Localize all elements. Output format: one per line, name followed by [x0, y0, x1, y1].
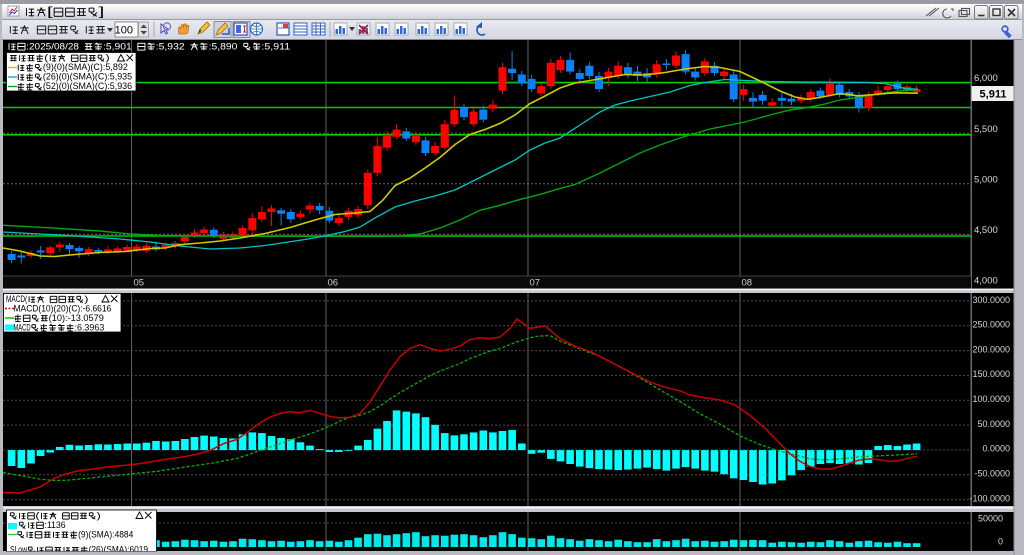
svg-text:(26)(SMA):6019: (26)(SMA):6019	[89, 545, 149, 555]
svg-text:150.0000: 150.0000	[972, 369, 1010, 379]
svg-text:(9)(SMA):4884: (9)(SMA):4884	[78, 529, 133, 539]
svg-text:(10):-13.0579: (10):-13.0579	[49, 313, 104, 323]
svg-text:): )	[106, 53, 110, 63]
svg-text:5,911: 5,911	[980, 89, 1007, 101]
svg-text:): )	[97, 510, 101, 520]
svg-text::5,890: :5,890	[209, 41, 238, 52]
svg-text:MACD(: MACD(	[6, 294, 27, 304]
svg-text:(: (	[44, 53, 48, 63]
svg-text:]: ]	[99, 6, 105, 18]
svg-text:50.0000: 50.0000	[977, 419, 1010, 429]
svg-text::6.3963: :6.3963	[75, 322, 105, 332]
svg-text:(26)(0)(SMA)(C):5,935: (26)(0)(SMA)(C):5,935	[43, 72, 132, 82]
svg-text:06: 06	[328, 278, 339, 289]
svg-text:300.0000: 300.0000	[972, 295, 1010, 305]
svg-text::5,932: :5,932	[156, 41, 185, 52]
svg-text:100.0000: 100.0000	[972, 394, 1010, 404]
svg-text:07: 07	[530, 278, 541, 289]
svg-text:4,500: 4,500	[974, 225, 998, 236]
svg-text:50000: 50000	[978, 514, 1003, 524]
svg-text:4,000: 4,000	[974, 276, 998, 287]
svg-text:MACD: MACD	[14, 322, 31, 332]
svg-text:0.0000: 0.0000	[982, 444, 1010, 454]
svg-text:05: 05	[134, 278, 145, 289]
svg-text:200.0000: 200.0000	[972, 344, 1010, 354]
svg-text:(: (	[35, 510, 39, 520]
svg-text:08: 08	[742, 278, 753, 289]
svg-text:): )	[84, 294, 88, 304]
svg-text:100: 100	[115, 25, 133, 37]
svg-text:-50.0000: -50.0000	[974, 469, 1010, 479]
svg-text:6,000: 6,000	[974, 73, 998, 84]
svg-text:(52)(0)(SMA)(C):5,936: (52)(0)(SMA)(C):5,936	[43, 81, 132, 91]
svg-text:MACD(10)(20)(C):-6.6616: MACD(10)(20)(C):-6.6616	[14, 303, 112, 313]
svg-text:250.0000: 250.0000	[972, 320, 1010, 330]
svg-text::5,911: :5,911	[261, 41, 290, 52]
svg-text::5,901: :5,901	[103, 41, 132, 52]
svg-text::1136: :1136	[44, 520, 65, 530]
svg-text:[: [	[47, 6, 54, 18]
svg-text::2025/08/28: :2025/08/28	[26, 41, 79, 52]
svg-text:(9)(0)(SMA)(C):5,892: (9)(0)(SMA)(C):5,892	[43, 62, 128, 72]
svg-text:5,500: 5,500	[974, 124, 998, 135]
svg-text:0: 0	[998, 537, 1003, 547]
svg-text:-100.0000: -100.0000	[969, 493, 1010, 503]
svg-text:SLow: SLow	[10, 545, 27, 555]
svg-text:5,000: 5,000	[974, 174, 998, 185]
